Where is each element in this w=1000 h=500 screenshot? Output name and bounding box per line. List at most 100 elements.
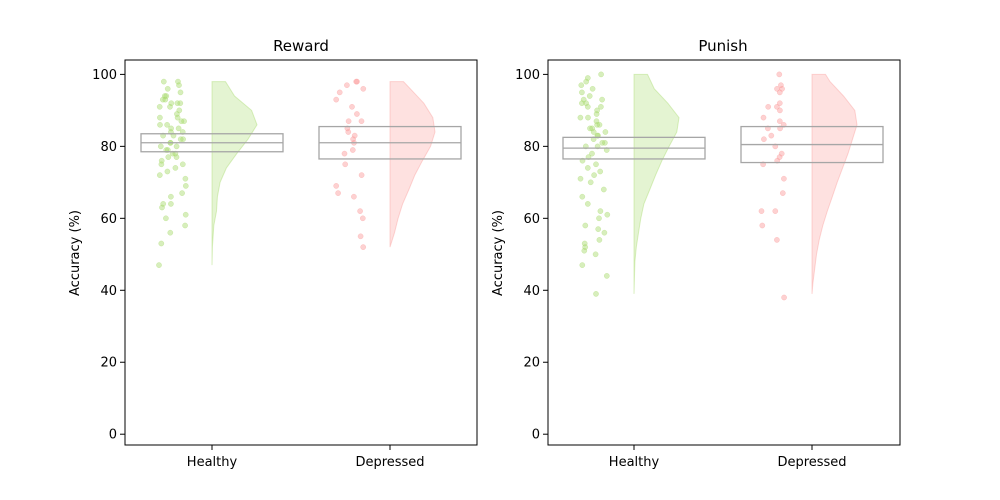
data-point	[579, 193, 586, 200]
data-point	[344, 82, 350, 89]
data-point	[354, 78, 360, 85]
data-point	[600, 186, 607, 193]
data-point	[589, 85, 596, 92]
data-point	[174, 114, 181, 121]
data-point	[357, 233, 364, 240]
y-axis-label: Accuracy (%)	[68, 210, 83, 296]
data-point	[160, 201, 167, 207]
y-axis-label: Accuracy (%)	[491, 210, 506, 296]
y-tick-label: 0	[109, 428, 117, 443]
panel-punish: Punish Accuracy (%) 0 20 40 60 80 100 Healthy D…	[491, 37, 901, 470]
data-point	[351, 132, 358, 139]
data-point	[333, 96, 340, 103]
violin-depressed	[811, 73, 858, 294]
data-point	[594, 121, 600, 128]
data-point	[359, 215, 366, 222]
y-tick-label: 40	[100, 284, 117, 299]
data-point	[177, 89, 184, 96]
y-tick-label: 100	[515, 68, 540, 83]
data-point	[584, 75, 591, 81]
data-point	[776, 118, 783, 125]
data-point	[585, 114, 591, 121]
data-point	[593, 161, 599, 168]
data-point	[158, 161, 165, 168]
data-point	[159, 204, 165, 211]
panel-title: Punish	[698, 37, 747, 55]
data-point	[351, 193, 357, 200]
data-point	[179, 190, 185, 196]
y-tick-label: 0	[532, 428, 540, 443]
data-point	[760, 114, 767, 121]
data-point	[597, 168, 604, 175]
data-point	[586, 93, 593, 99]
data-point	[778, 150, 785, 157]
data-point	[175, 78, 181, 85]
data-point	[778, 82, 784, 89]
data-point	[156, 262, 162, 268]
data-point	[598, 103, 604, 110]
data-point	[765, 103, 772, 110]
data-point	[582, 222, 589, 229]
data-point	[583, 78, 590, 85]
data-point	[162, 96, 169, 103]
data-point	[173, 143, 180, 150]
data-point	[156, 103, 163, 110]
data-point	[579, 89, 585, 96]
data-point	[176, 82, 182, 89]
data-point	[587, 125, 593, 132]
data-point	[160, 78, 167, 85]
data-point	[335, 190, 341, 196]
data-point	[589, 150, 595, 157]
data-point	[595, 226, 602, 232]
data-point	[182, 183, 189, 189]
data-point	[163, 93, 170, 99]
data-point	[182, 175, 189, 182]
y-tick-label: 60	[100, 212, 117, 227]
data-point	[358, 172, 365, 178]
data-point	[603, 273, 610, 279]
data-point	[581, 247, 588, 254]
data-point	[165, 154, 172, 160]
data-point	[772, 208, 779, 214]
data-point	[354, 111, 360, 117]
data-point	[597, 208, 604, 214]
data-point	[774, 103, 780, 110]
data-point	[781, 294, 787, 301]
data-point	[577, 114, 584, 121]
data-point	[168, 100, 175, 107]
data-point	[599, 96, 605, 103]
data-point	[167, 229, 174, 236]
x-tick-label: Depressed	[355, 455, 424, 470]
data-point	[589, 125, 596, 132]
y-tick-label: 100	[92, 68, 117, 83]
data-point	[157, 114, 163, 121]
data-point	[582, 244, 589, 250]
data-point	[768, 132, 775, 139]
data-point	[774, 237, 780, 243]
data-point	[591, 172, 597, 178]
data-point	[357, 208, 363, 214]
data-point	[584, 165, 591, 171]
y-tick-label: 20	[100, 356, 117, 371]
data-point	[593, 291, 599, 297]
data-point	[578, 82, 585, 89]
axes-frame	[547, 59, 901, 446]
data-point	[349, 103, 355, 110]
y-tick-label: 80	[100, 140, 117, 155]
data-point	[349, 147, 356, 153]
data-point	[182, 211, 189, 218]
data-point	[579, 100, 585, 107]
data-point	[181, 118, 187, 125]
data-point	[583, 100, 589, 107]
data-point	[182, 222, 188, 229]
data-point	[602, 129, 609, 135]
data-point	[590, 129, 597, 135]
data-point	[584, 201, 591, 207]
data-point	[776, 89, 783, 96]
data-point	[604, 211, 611, 218]
data-point	[172, 165, 179, 171]
violin-healthy	[633, 73, 680, 294]
plot-area: 0 20 40 60 80 100 Healthy Depressed	[92, 59, 478, 470]
data-point	[156, 172, 163, 178]
